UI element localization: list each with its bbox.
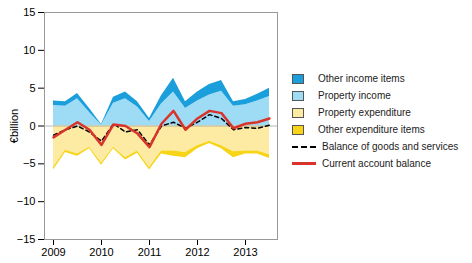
svg-text:−15: −15 bbox=[17, 233, 36, 245]
svg-text:10: 10 bbox=[23, 44, 35, 56]
svg-text:2012: 2012 bbox=[185, 246, 209, 258]
html-text:Property expenditure: Property expenditure bbox=[318, 107, 411, 118]
html-text:Current account balance: Current account balance bbox=[322, 158, 431, 169]
svg-text:€billion: €billion bbox=[8, 109, 20, 143]
svg-text:5: 5 bbox=[29, 82, 35, 94]
svg-text:0: 0 bbox=[29, 120, 35, 132]
html-text:Property income: Property income bbox=[318, 90, 391, 101]
svg-text:2009: 2009 bbox=[41, 246, 65, 258]
html-text:Other income items: Other income items bbox=[318, 73, 405, 84]
html-text:Other expenditure items: Other expenditure items bbox=[318, 124, 425, 135]
svg-text:15: 15 bbox=[23, 6, 35, 18]
svg-text:−5: −5 bbox=[23, 157, 36, 169]
svg-text:2013: 2013 bbox=[233, 246, 257, 258]
html-text:Balance of goods and services: Balance of goods and services bbox=[322, 141, 459, 152]
svg-text:−10: −10 bbox=[17, 195, 36, 207]
svg-text:2010: 2010 bbox=[89, 246, 113, 258]
svg-text:2011: 2011 bbox=[138, 246, 162, 258]
